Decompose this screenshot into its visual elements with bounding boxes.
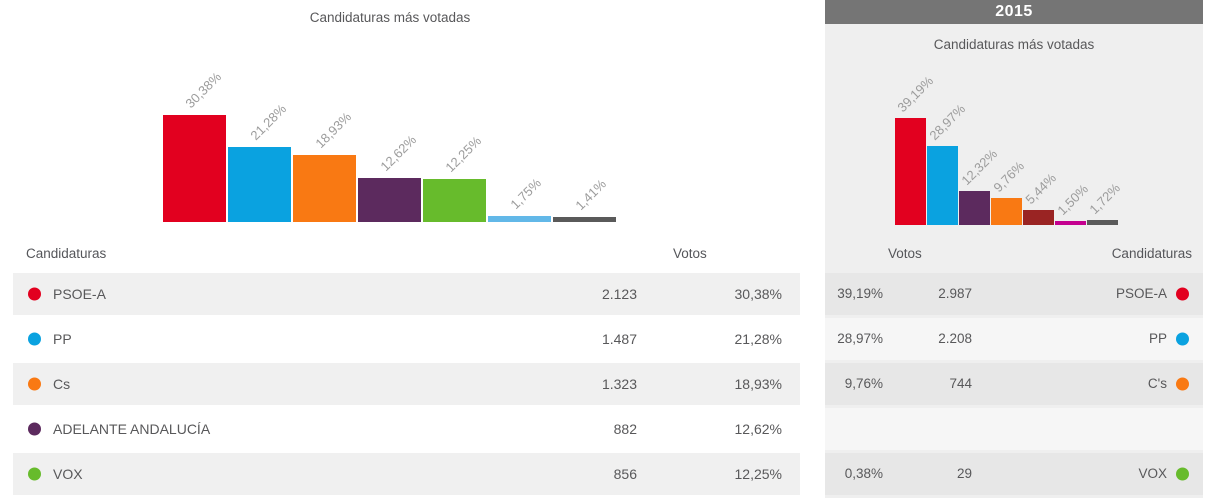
chart-bar-vox[interactable] [423,179,486,222]
bar-value-label: 12,25% [442,133,485,175]
column-header-candidaturas: Candidaturas [1111,246,1192,261]
table-row: VOX 856 12,25% [13,453,800,495]
votes-value: 2.123 [601,286,637,302]
chart-bar-bar-6[interactable] [1055,221,1086,225]
bar-value-label: 1,41% [572,176,610,213]
party-name: PSOE-A [53,286,106,302]
party-color-dot [1176,423,1189,436]
party-color-dot [1176,332,1189,346]
percent-value: 28,97% [837,331,883,346]
votes-value: 856 [613,466,637,482]
table-row: 0,38% 29 VOX [825,453,1203,495]
table-row: 39,19% 2.987 PSOE-A [825,273,1203,315]
table-row: 28,97% 2.208 PP [825,318,1203,360]
chart-bar-bar-3[interactable] [959,191,990,225]
percent-value: 0,38% [844,466,883,481]
bar-value-label: 12,62% [377,132,420,174]
bar-value-label: 1,75% [507,175,545,212]
results-table-right: 39,19% 2.987 PSOE-A 28,97% 2.208 PP 9,76… [825,273,1203,498]
panel-2015-election: 39,19% 28,97% 12,32% 9,76% 5,44% 1,50% 1,72% 2… [825,0,1203,498]
party-color-dot [28,332,41,346]
party-color-dot [28,377,41,391]
chart-bar-bar-5[interactable] [1023,210,1054,225]
party-name: PP [53,331,72,347]
chart-bar-bar-7[interactable] [553,217,616,222]
table-row: Cs 1.323 18,93% [13,363,800,405]
table-row-empty [825,408,1203,450]
bar-value-label: 18,93% [312,109,355,151]
percent-value: 9,76% [844,376,883,391]
bar-value-label: 30,38% [182,69,225,111]
party-color-dot [1176,377,1189,391]
chart-bar-bar-7[interactable] [1087,220,1118,225]
party-name: VOX [1138,466,1167,481]
results-table-left: PSOE-A 2.123 30,38% PP 1.487 21,28% Cs 1… [13,273,800,498]
votes-value: 29 [956,466,972,481]
table-row: PP 1.487 21,28% [13,318,800,360]
chart-title-right: Candidaturas más votadas [933,37,1095,52]
bar-value-label: 9,76% [990,158,1028,195]
column-header-candidaturas: Candidaturas [26,246,107,261]
table-header-left: Candidaturas Votos [0,244,800,264]
party-name: C's [1147,376,1167,391]
bar-chart-current: 30,38% 21,28% 18,93% 12,62% 12,25% 1,75% 1,41% [0,0,800,222]
votes-value: 882 [613,421,637,437]
bar-value-label: 1,72% [1086,180,1124,217]
party-name: PP [1148,331,1167,346]
table-row: 9,76% 744 C's [825,363,1203,405]
bar-value-label: 21,28% [247,101,290,143]
percent-value: 21,28% [734,331,782,347]
party-name: ADELANTE ANDALUCÍA [53,421,211,437]
chart-bar-pp[interactable] [927,146,958,225]
party-color-dot [1176,287,1189,301]
votes-value: 1.487 [601,331,637,347]
bar-value-label: 5,44% [1022,170,1060,207]
party-color-dot [28,422,41,436]
chart-bar-bar-6[interactable] [488,216,551,222]
party-name: Cs [53,376,71,392]
percent-value: 39,19% [837,286,883,301]
chart-bar-c-s[interactable] [991,198,1022,225]
panel-current-election: Candidaturas más votadas 30,38% 21,28% 18,… [0,0,800,498]
party-name: VOX [53,466,83,482]
votes-value: 2.208 [938,331,972,346]
votes-value: 1.323 [601,376,637,392]
percent-value: 12,25% [734,466,782,482]
chart-bar-psoe-a[interactable] [163,115,226,222]
votes-value: 744 [949,376,972,391]
table-header-right: Votos Candidaturas [825,244,1203,264]
bar-value-label: 28,97% [926,101,969,143]
bar-chart-2015: 39,19% 28,97% 12,32% 9,76% 5,44% 1,50% 1,72% [825,0,1203,225]
votes-value: 2.987 [938,286,972,301]
chart-bar-psoe-a[interactable] [895,118,926,225]
chart-bar-cs[interactable] [293,155,356,222]
table-row: PSOE-A 2.123 30,38% [13,273,800,315]
party-color-dot [28,287,41,301]
chart-title-left: Candidaturas más votadas [309,10,471,25]
percent-value: 30,38% [734,286,782,302]
chart-bar-pp[interactable] [228,147,291,222]
percent-value: 18,93% [734,376,782,392]
column-header-votos: Votos [673,246,707,261]
percent-value: 12,62% [734,421,782,437]
column-header-votos: Votos [888,246,922,261]
year-header: 2015 [825,0,1203,24]
party-color-dot [28,467,41,481]
bar-value-label: 1,50% [1054,181,1092,218]
table-row: ADELANTE ANDALUCÍA 882 12,62% [13,408,800,450]
party-color-dot [1176,467,1189,481]
party-name: PSOE-A [1115,286,1167,301]
chart-bar-adelante-andaluc-a[interactable] [358,178,421,222]
bar-value-label: 39,19% [894,73,937,115]
